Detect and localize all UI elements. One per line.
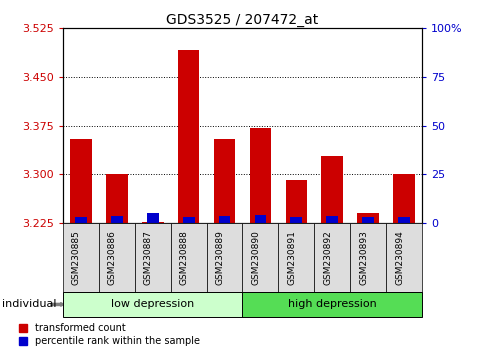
- Text: GSM230886: GSM230886: [107, 230, 117, 285]
- Text: GSM230889: GSM230889: [215, 230, 224, 285]
- Bar: [178, 50, 199, 223]
- Bar: [182, 217, 194, 223]
- Bar: [147, 213, 158, 223]
- Bar: [357, 213, 378, 223]
- Bar: [397, 217, 409, 223]
- Text: GSM230891: GSM230891: [287, 230, 296, 285]
- Text: GSM230888: GSM230888: [179, 230, 188, 285]
- Bar: [326, 216, 337, 223]
- Text: GSM230887: GSM230887: [143, 230, 152, 285]
- Title: GDS3525 / 207472_at: GDS3525 / 207472_at: [166, 13, 318, 27]
- Bar: [218, 216, 230, 223]
- Text: individual: individual: [2, 299, 57, 309]
- Bar: [111, 216, 122, 223]
- Bar: [285, 180, 306, 223]
- Bar: [75, 217, 87, 223]
- Bar: [70, 139, 91, 223]
- Bar: [290, 217, 302, 223]
- Text: GSM230894: GSM230894: [394, 230, 403, 285]
- Bar: [142, 222, 163, 223]
- Bar: [321, 156, 342, 223]
- Text: GSM230893: GSM230893: [358, 230, 367, 285]
- Bar: [213, 139, 235, 223]
- Bar: [393, 175, 414, 223]
- Text: GSM230885: GSM230885: [72, 230, 81, 285]
- Bar: [254, 215, 266, 223]
- Bar: [362, 217, 373, 223]
- Bar: [249, 128, 271, 223]
- Bar: [106, 175, 127, 223]
- Text: GSM230890: GSM230890: [251, 230, 260, 285]
- Text: GSM230892: GSM230892: [322, 230, 332, 285]
- Text: low depression: low depression: [111, 299, 194, 309]
- Text: high depression: high depression: [287, 299, 376, 309]
- Legend: transformed count, percentile rank within the sample: transformed count, percentile rank withi…: [19, 324, 199, 346]
